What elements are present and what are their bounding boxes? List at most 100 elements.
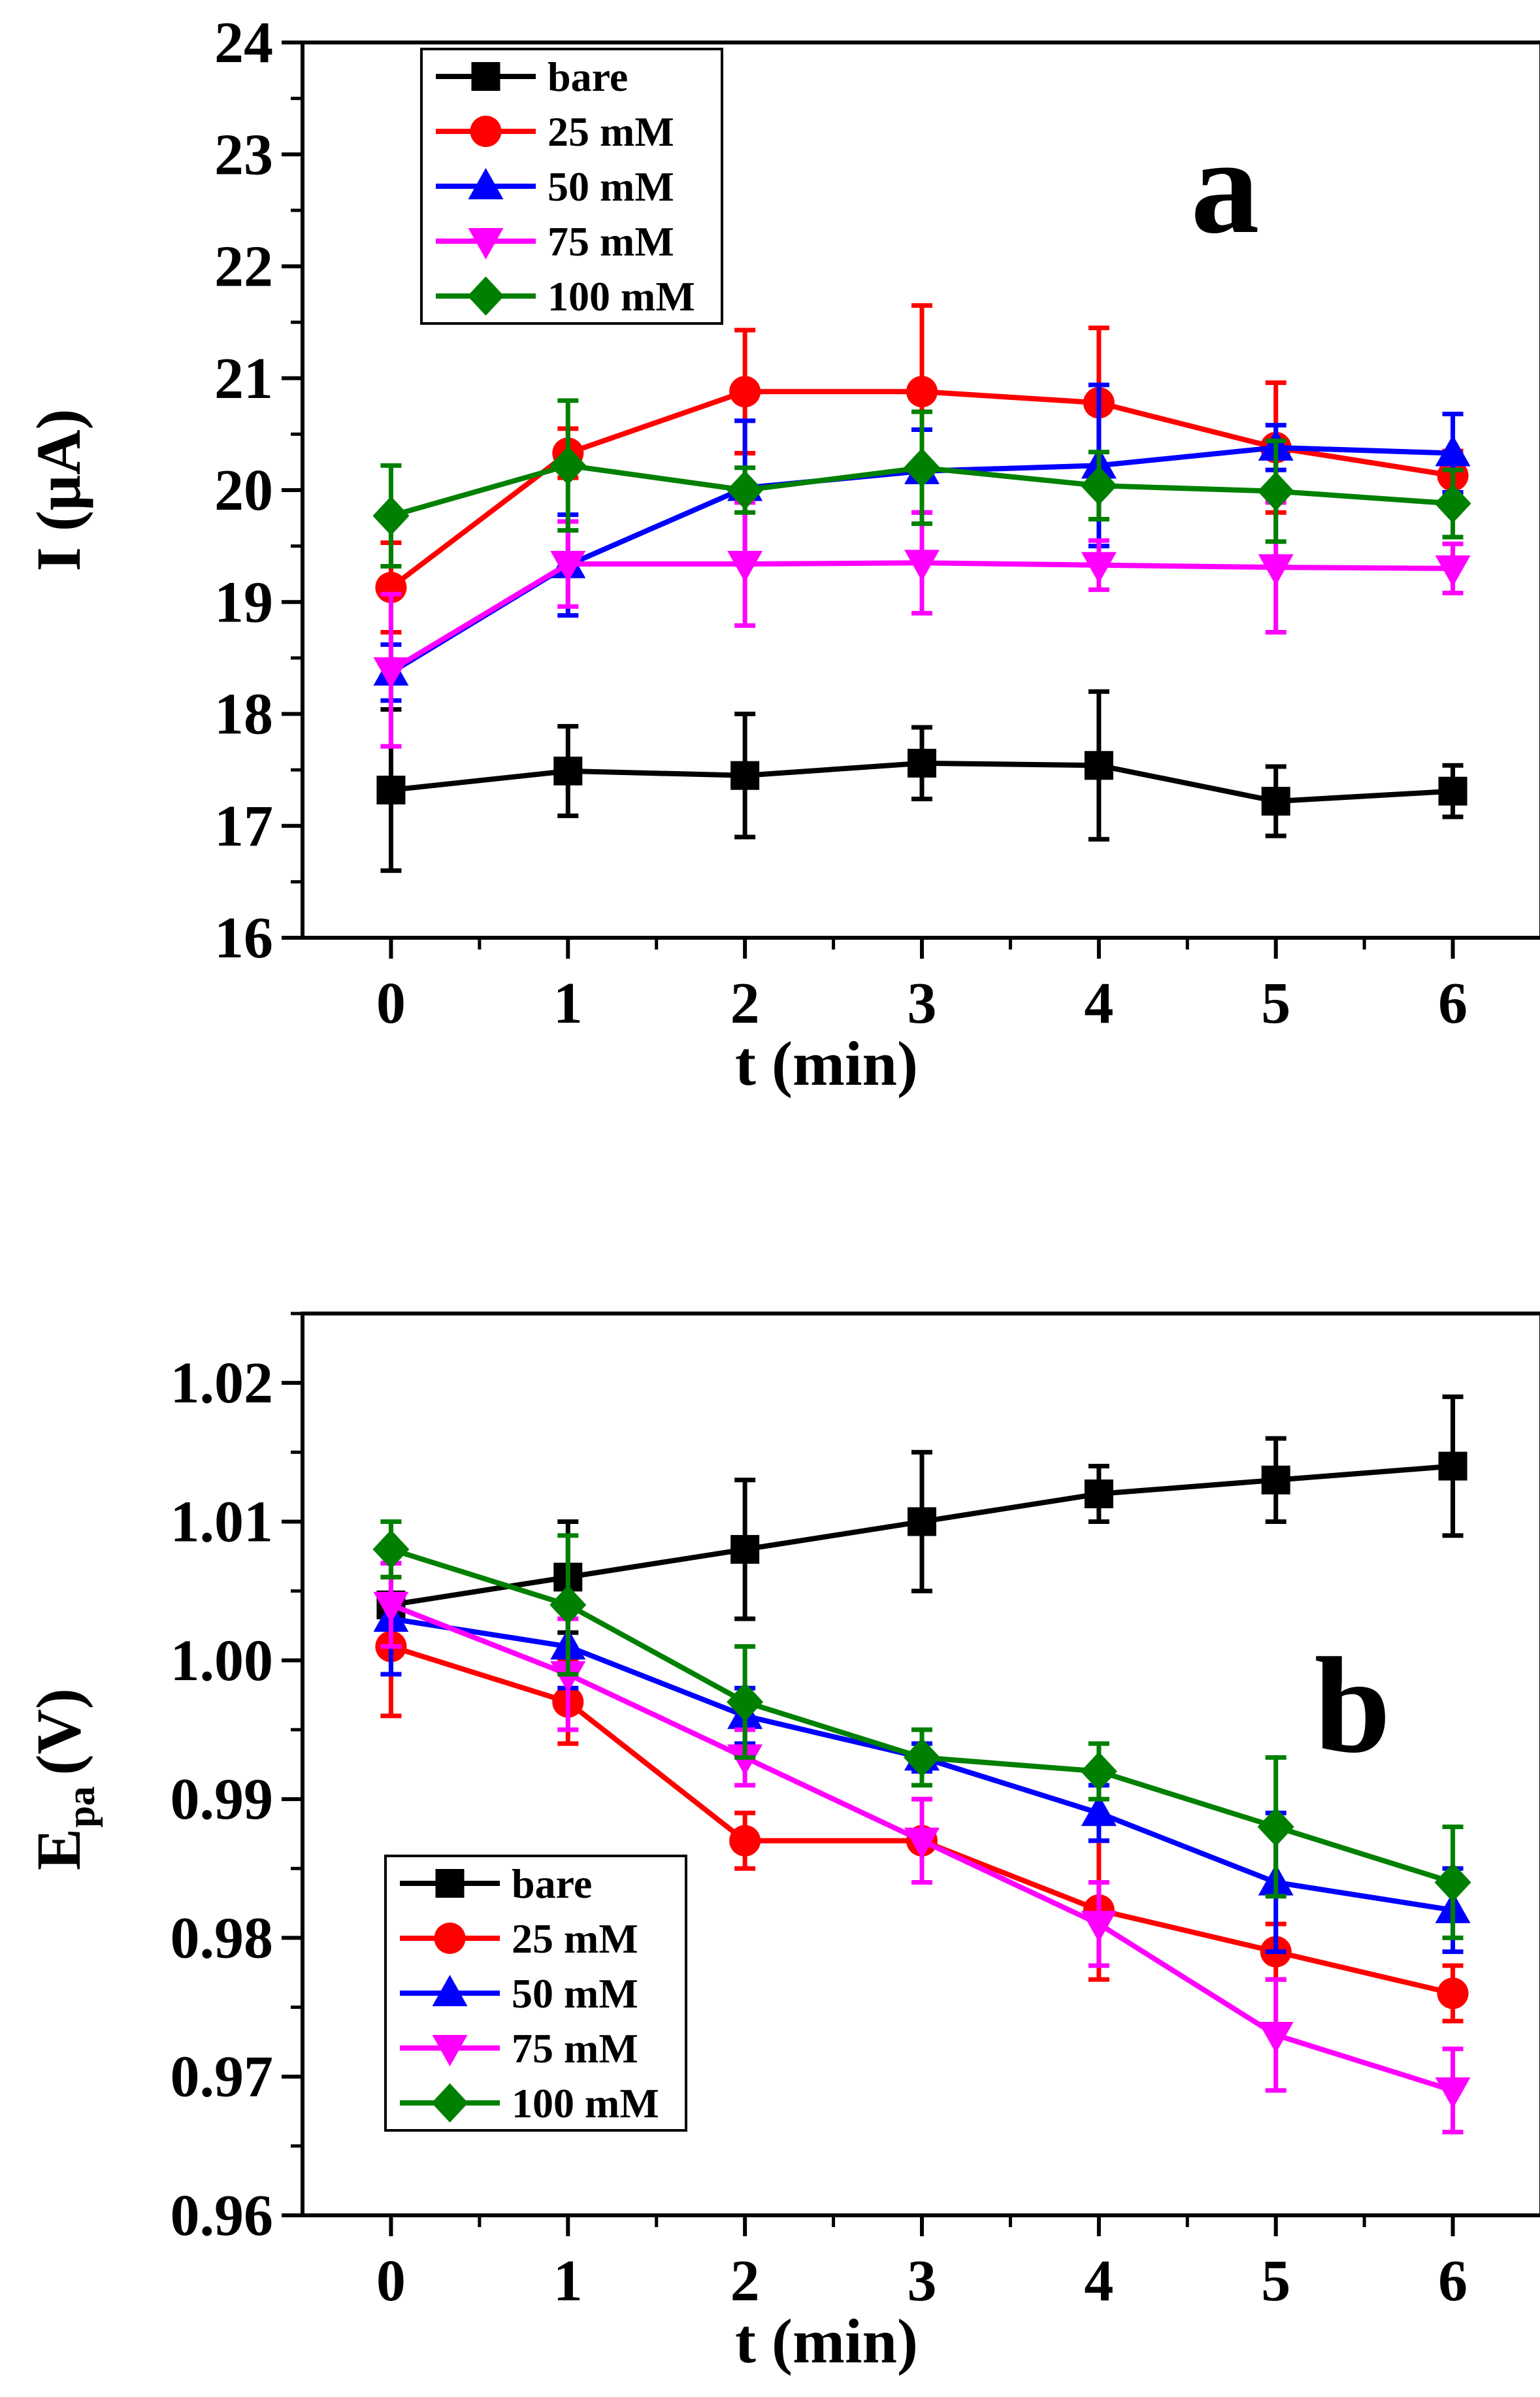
data-point — [1435, 2077, 1471, 2109]
x-tick-label: 6 — [1438, 971, 1467, 1036]
y-tick-label: 16 — [214, 906, 273, 970]
legend-label: 50 mM — [548, 163, 674, 210]
data-point — [729, 1825, 761, 1857]
series-layer-b — [372, 1394, 1471, 2135]
y-tick-label: 0.99 — [171, 1767, 274, 1832]
data-point — [1261, 1465, 1290, 1495]
legend-marker — [468, 168, 504, 199]
y-axis-label-unit: (V) — [24, 1688, 93, 1775]
legend-label: 75 mM — [548, 218, 674, 265]
series-100-mm — [372, 398, 1471, 569]
legend-marker — [468, 228, 504, 259]
legend-label: 100 mM — [548, 273, 695, 320]
legend-label: 25 mM — [548, 108, 674, 155]
y-tick-label: 20 — [214, 458, 273, 523]
y-tick-label: 18 — [214, 682, 273, 747]
data-point — [904, 550, 940, 582]
panel-label-a: a — [1191, 110, 1260, 262]
x-tick-label: 0 — [376, 971, 406, 1036]
data-point — [906, 376, 938, 408]
data-point — [729, 376, 761, 408]
data-point — [904, 1738, 940, 1777]
legend-item: 100 mM — [436, 273, 695, 320]
series-75-mm — [373, 500, 1471, 749]
y-tick-label: 17 — [214, 794, 273, 859]
x-tick-label: 4 — [1084, 2249, 1113, 2313]
data-point — [1081, 1911, 1117, 1943]
data-point — [376, 775, 406, 804]
legend-item: 100 mM — [400, 2080, 659, 2126]
data-point — [1257, 471, 1294, 511]
x-tick-label: 2 — [730, 2249, 760, 2313]
data-point — [1435, 555, 1471, 587]
legend-label: 50 mM — [512, 1970, 638, 2017]
y-axis-label-a: I (μA) — [24, 408, 93, 571]
data-point — [908, 1507, 936, 1536]
legend-label: 25 mM — [512, 1915, 638, 1962]
legend-b: bare 25 mM 50 mM 75 mM 100 mM — [384, 1855, 687, 2132]
data-point — [1434, 484, 1471, 523]
x-tick-label: 4 — [1084, 971, 1113, 1036]
legend-item: 50 mM — [400, 1970, 638, 2017]
data-point — [373, 1591, 409, 1623]
data-point — [730, 761, 760, 790]
legend-marker — [435, 1869, 465, 1898]
legend-item: 25 mM — [400, 1915, 638, 1962]
y-tick-label: 0.96 — [171, 2183, 274, 2248]
data-point — [1435, 435, 1471, 467]
data-point — [904, 448, 940, 488]
y-tick-label: 24 — [214, 10, 273, 75]
data-point — [727, 471, 764, 510]
legend-item: 75 mM — [436, 218, 674, 265]
legend-item: bare — [400, 1860, 592, 1907]
legend-marker — [434, 1923, 466, 1954]
axis-ticks-a — [282, 41, 1455, 959]
x-tick-label: 6 — [1438, 2249, 1467, 2313]
series-layer-a — [372, 303, 1471, 873]
legend-item: 50 mM — [436, 163, 674, 210]
data-point — [372, 496, 410, 536]
legend-item: bare — [436, 54, 628, 100]
data-point — [1261, 787, 1290, 816]
y-tick-label: 21 — [214, 346, 273, 411]
data-point — [1434, 1862, 1471, 1902]
y-tick-label: 1.02 — [171, 1351, 274, 1415]
x-tick-label: 1 — [553, 2249, 583, 2313]
legend-items-a: bare 25 mM 50 mM 75 mM 100 mM — [436, 54, 695, 320]
legend-items-b: bare 25 mM 50 mM 75 mM 100 mM — [400, 1860, 659, 2126]
y-tick-label: 23 — [214, 122, 273, 187]
data-point — [1080, 1751, 1117, 1791]
y-tick-label: 1.01 — [171, 1489, 274, 1554]
data-point — [727, 551, 763, 583]
legend-item: 25 mM — [436, 108, 674, 155]
data-point — [1258, 554, 1294, 586]
legend-marker — [432, 2035, 468, 2066]
tick-labels-b: 0 1 2 3 4 5 6 0.96 0.97 0.98 0.99 1.00 1.01 1.02 — [171, 1351, 1468, 2313]
data-point — [1258, 2022, 1294, 2053]
data-point — [1084, 1480, 1113, 1508]
y-tick-label: 22 — [214, 235, 273, 299]
x-tick-label: 2 — [730, 971, 760, 1036]
y-axis-label-main: E — [24, 1828, 93, 1870]
data-point — [372, 1529, 410, 1569]
data-point — [1257, 1807, 1294, 1847]
y-tick-label: 0.97 — [171, 2045, 274, 2109]
data-point — [727, 1744, 763, 1776]
x-tick-label: 1 — [553, 971, 583, 1036]
data-point — [1081, 552, 1117, 584]
legend-label: 75 mM — [512, 2025, 638, 2072]
data-point — [908, 748, 936, 778]
data-point — [1437, 1977, 1469, 2009]
panel-label-b: b — [1315, 1630, 1391, 1781]
legend-marker — [432, 1975, 468, 2006]
legend-marker — [471, 62, 500, 91]
x-tick-label: 3 — [908, 971, 937, 1036]
data-point — [904, 1827, 940, 1859]
data-point — [1438, 776, 1467, 806]
data-point — [1081, 1794, 1117, 1827]
legend-item: 75 mM — [400, 2025, 638, 2072]
axis-ticks-b — [282, 1312, 1455, 2236]
